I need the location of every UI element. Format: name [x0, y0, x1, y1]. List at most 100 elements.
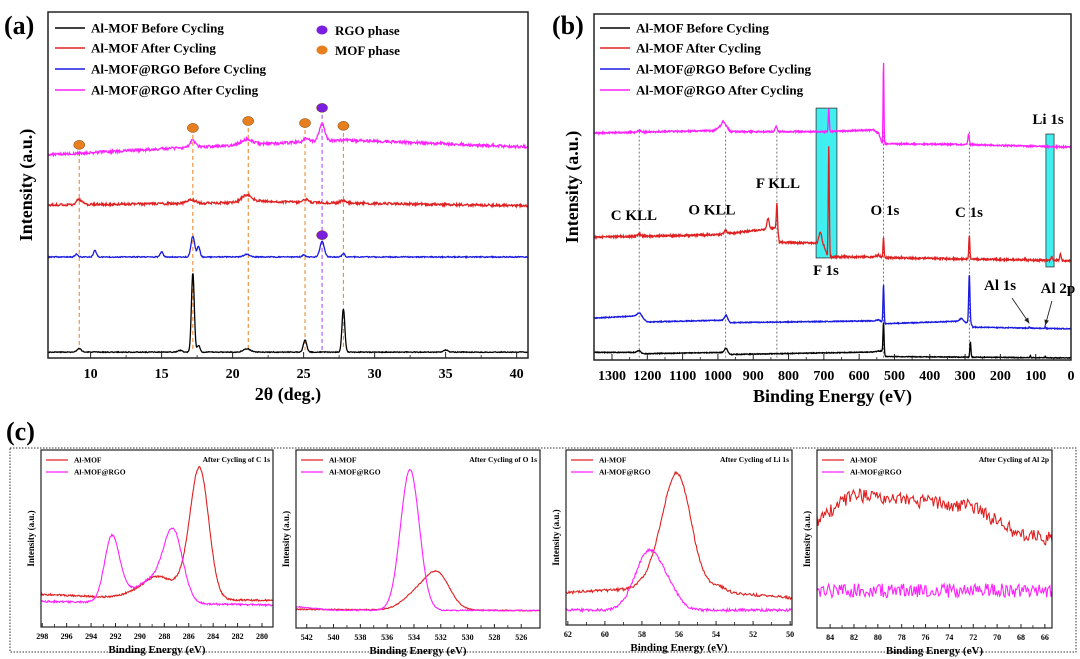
x-tick-label: 282	[232, 632, 244, 641]
x-tick-label: 500	[884, 369, 905, 384]
legend-item: Al-MOF@RGO	[822, 468, 902, 477]
plot-frame	[47, 11, 529, 359]
legend-label: Al-MOF Before Cycling	[91, 21, 224, 36]
x-tick-label: 536	[381, 633, 393, 642]
x-tick-label: 30	[368, 367, 382, 382]
marker-legend-item: MOF phase	[316, 43, 400, 58]
x-tick-label: 526	[515, 633, 527, 642]
panel-c-border	[9, 447, 1077, 653]
x-tick-label: 82	[850, 633, 858, 642]
chart-panel-a: 10 15 20 25 30 35 40 2θ (deg.) Intensity (a.u.) (…	[4, 11, 529, 405]
x-tick-label: 50	[786, 630, 794, 639]
plot-frame	[295, 449, 541, 629]
x-tick-label: 200	[990, 369, 1011, 384]
x-tick-label: 78	[898, 633, 906, 642]
peak-annotation: F KLL	[756, 176, 800, 192]
x-axis-title: Binding Energy (eV)	[630, 642, 728, 654]
x-axis-title: 2θ (deg.)	[255, 384, 321, 405]
x-tick-label: 528	[488, 633, 500, 642]
x-tick-label: 294	[85, 632, 97, 641]
x-tick-label: 74	[945, 633, 953, 642]
marker-legend-dot	[316, 25, 328, 35]
highlight-region	[815, 107, 838, 259]
legend-label: Al-MOF@RGO	[329, 468, 381, 477]
x-tick-label: 542	[301, 633, 313, 642]
phase-marker	[187, 123, 199, 133]
plot-frame	[40, 449, 274, 628]
series-line-3	[48, 121, 528, 158]
series-line-2	[48, 235, 528, 259]
legend-label: Al-MOF Before Cycling	[636, 21, 769, 36]
x-tick-label: 400	[919, 369, 940, 384]
chart-panel-b: 1300 1200 1100 1000 900 800 700 600 500 400 300 200…	[552, 11, 1075, 407]
x-tick-label: 66	[1041, 633, 1049, 642]
peak-annotation: C 1s	[955, 205, 983, 221]
x-tick-label: 1000	[704, 369, 732, 384]
legend-item: Al-MOF	[571, 456, 627, 465]
x-tick-label: 100	[1025, 369, 1046, 384]
series-line-2	[594, 275, 1071, 331]
y-axis-title: Intensity (a.u.)	[802, 511, 812, 567]
x-tick-label: 284	[207, 632, 219, 641]
legend-label: Al-MOF@RGO	[74, 468, 126, 477]
series-line-1	[594, 146, 1071, 264]
x-tick-label: 70	[993, 633, 1001, 642]
x-tick-label: 800	[778, 369, 799, 384]
series-line-0	[41, 465, 273, 603]
x-tick-label: 532	[435, 633, 447, 642]
arrow-head-icon	[1024, 317, 1030, 324]
x-tick-label: 15	[155, 367, 169, 382]
legend-label: Al-MOF	[850, 456, 878, 465]
marker-legend-label: RGO phase	[335, 23, 400, 38]
series-line-0	[48, 273, 528, 354]
x-tick-label: 1300	[598, 369, 626, 384]
x-tick-label: 540	[328, 633, 340, 642]
x-axis-title: Binding Energy (eV)	[753, 386, 912, 407]
plot-frame	[816, 449, 1053, 629]
chart-title: After Cycling of Li 1s	[720, 455, 789, 464]
legend-label: Al-MOF	[74, 456, 102, 465]
x-tick-label: 288	[158, 632, 170, 641]
legend-label: Al-MOF@RGO	[850, 468, 902, 477]
x-tick-label: 80	[874, 633, 882, 642]
x-tick-label: 900	[743, 369, 764, 384]
x-tick-label: 84	[826, 633, 834, 642]
chart-panel-c2: 542 540 538 536 534 532 530 528 526 Binding Energ…	[281, 449, 541, 657]
x-tick-label: 72	[969, 633, 977, 642]
x-tick-label: 1100	[669, 369, 696, 384]
y-axis-title: Intensity (a.u.)	[562, 131, 583, 244]
x-tick-label: 76	[922, 633, 930, 642]
series-line-0	[296, 569, 540, 612]
x-tick-label: 300	[955, 369, 976, 384]
peak-annotation: O 1s	[871, 203, 900, 219]
x-tick-label: 54	[712, 630, 720, 639]
x-tick-label: 35	[439, 367, 453, 382]
legend-label: Al-MOF After Cycling	[636, 41, 761, 56]
peak-annotation: C KLL	[611, 208, 657, 224]
x-tick-label: 56	[675, 630, 683, 639]
peak-annotation: Al 1s	[984, 278, 1016, 294]
phase-marker	[316, 230, 328, 240]
arrow-head-icon	[1044, 319, 1049, 326]
series-line-1	[817, 581, 1052, 600]
peak-annotation: Li 1s	[1032, 112, 1063, 128]
x-tick-label: 296	[61, 632, 73, 641]
chart-panel-c1: 298 296 294 292 290 288 286 284 282 280 Binding En…	[26, 449, 274, 656]
series-line-1	[48, 192, 528, 209]
phase-marker	[337, 121, 350, 131]
x-tick-label: 292	[109, 632, 121, 641]
x-tick-label: 538	[354, 633, 366, 642]
legend-item: Al-MOF After Cycling	[600, 41, 761, 56]
highlight-region	[1045, 133, 1055, 268]
marker-legend-label: MOF phase	[335, 43, 400, 58]
x-tick-label: 25	[297, 367, 311, 382]
x-tick-label: 62	[564, 630, 572, 639]
x-tick-label: 600	[849, 369, 870, 384]
y-axis-title: Intensity (a.u.)	[281, 511, 291, 567]
peak-annotation: O KLL	[688, 203, 735, 219]
x-tick-label: 534	[408, 633, 420, 642]
x-tick-label: 60	[601, 630, 609, 639]
chart-title: After Cycling of C 1s	[203, 455, 270, 464]
x-axis-title: Binding Energy (eV)	[108, 644, 206, 656]
